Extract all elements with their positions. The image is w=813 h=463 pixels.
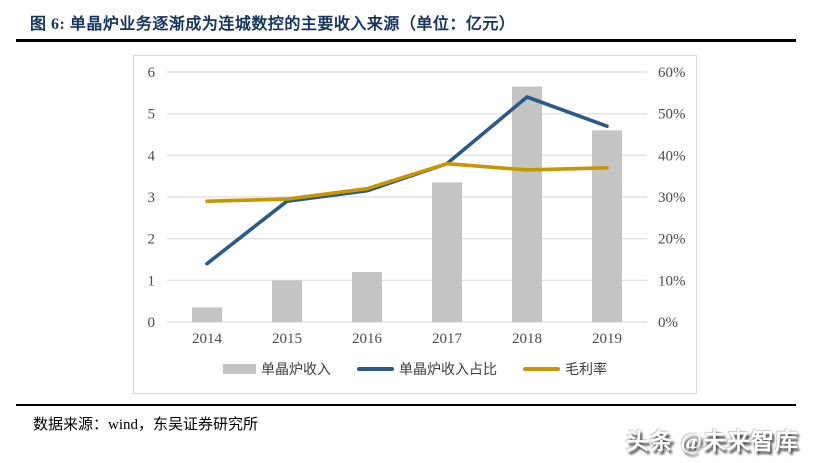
line-swatch-icon	[523, 367, 560, 371]
right-axis-tick: 40%	[658, 148, 686, 164]
title-divider	[16, 39, 796, 42]
revenue-bar-2015	[272, 280, 302, 322]
left-axis-tick: 1	[148, 273, 156, 289]
left-axis-tick: 6	[148, 65, 156, 81]
right-axis-tick: 10%	[658, 273, 686, 289]
legend-item-revenue-share: 单晶炉收入占比	[357, 359, 497, 379]
right-axis-tick: 0%	[658, 315, 678, 331]
right-axis-tick: 30%	[658, 190, 686, 206]
right-axis-tick: 20%	[658, 232, 686, 248]
left-axis-tick: 0	[148, 315, 156, 331]
chart-legend: 单晶炉收入 单晶炉收入占比 毛利率	[134, 359, 696, 379]
x-axis-label-2017: 2017	[432, 331, 463, 347]
line-swatch-icon	[357, 367, 394, 371]
left-axis-tick: 2	[148, 232, 156, 248]
revenue-bar-2019	[592, 130, 622, 322]
data-source-note: 数据来源：wind，东吴证券研究所	[33, 417, 259, 433]
left-axis-tick: 4	[148, 148, 156, 164]
toutiao-watermark: 头条 @未来智库	[625, 429, 799, 454]
x-axis-label-2014: 2014	[192, 331, 223, 347]
revenue-bar-2016	[352, 272, 382, 322]
x-axis-label-2019: 2019	[592, 331, 622, 347]
x-axis-label-2015: 2015	[272, 331, 302, 347]
legend-label-gross-margin: 毛利率	[565, 363, 607, 378]
legend-label-revenue: 单晶炉收入	[261, 363, 331, 378]
legend-item-gross-margin: 毛利率	[523, 359, 607, 379]
x-axis-label-2016: 2016	[352, 331, 383, 347]
legend-label-revenue-share: 单晶炉收入占比	[399, 363, 497, 378]
x-axis-label-2018: 2018	[512, 331, 542, 347]
bar-swatch-icon	[223, 364, 256, 374]
legend-item-revenue: 单晶炉收入	[223, 359, 331, 379]
left-axis-tick: 3	[148, 190, 156, 206]
figure-title: 图 6: 单晶炉业务逐渐成为连城数控的主要收入来源（单位：亿元）	[30, 16, 516, 33]
revenue-bar-2017	[432, 182, 462, 322]
right-axis-tick: 60%	[658, 65, 686, 81]
left-axis-tick: 5	[148, 107, 156, 123]
right-axis-tick: 50%	[658, 107, 686, 123]
revenue-bar-2018	[512, 86, 542, 322]
revenue-bar-2014	[192, 307, 222, 322]
gross-margin-line	[205, 161, 609, 203]
chart-container: 0 1 2 3 4 5 6 0% 10% 20% 30% 40% 50% 60% 2014 2015 2016 2…	[133, 55, 697, 394]
footer-divider	[16, 404, 796, 406]
